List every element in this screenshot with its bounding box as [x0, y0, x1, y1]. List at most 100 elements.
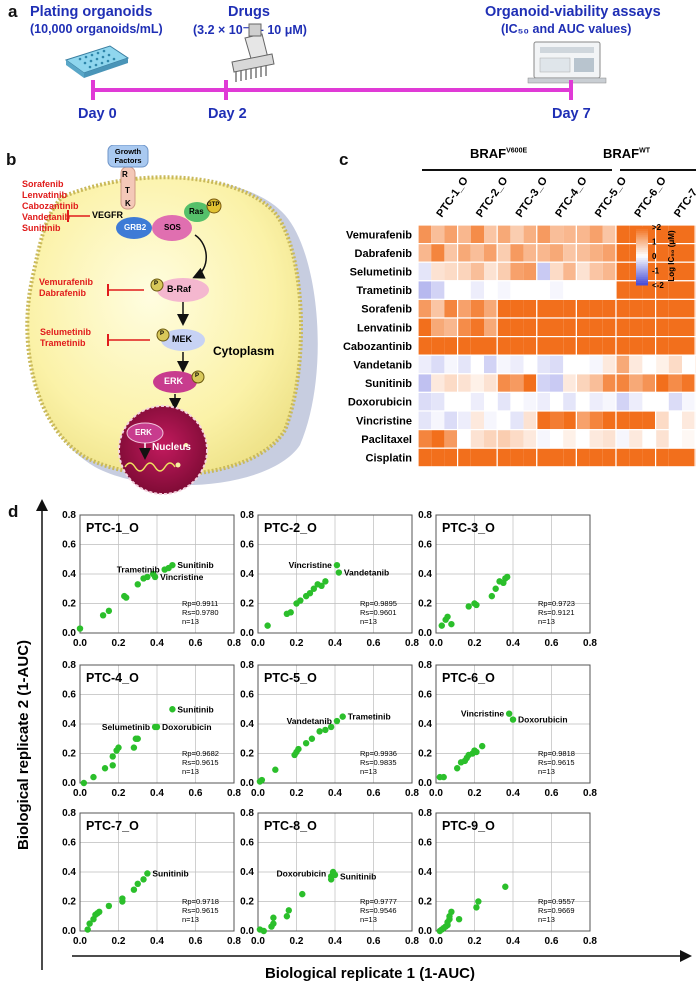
scatter-point	[444, 614, 450, 620]
y-tick-label: 0.4	[418, 569, 432, 580]
heatmap-cell	[524, 337, 537, 356]
scatter-point	[336, 569, 342, 575]
heatmap-cell	[682, 374, 695, 393]
heatmap-column-label: PTC-1_O	[434, 174, 471, 219]
heatmap-cell	[603, 448, 616, 467]
heatmap-cell	[471, 337, 484, 356]
heatmap-cell	[682, 225, 695, 244]
heatmap-cell	[629, 299, 642, 318]
legend-tick: 1	[652, 238, 657, 247]
heatmap-cell	[550, 337, 563, 356]
heatmap-cell	[656, 337, 669, 356]
heatmap-cell	[510, 374, 523, 393]
scatter-point	[303, 740, 309, 746]
scatter-point	[85, 926, 91, 932]
scatter-point	[454, 765, 460, 771]
heatmap-chart: PTC-1_O PTC-2_O PTC-3_O PTC-4_O PTC-5_O PTC-6…	[300, 150, 696, 495]
vegfr-drug-list: Sorafenib Lenvatinib Cabozantinib Vandetani…	[22, 179, 79, 234]
y-tick-label: 0.4	[418, 867, 432, 878]
heatmap-cell	[656, 318, 669, 337]
y-tick-label: 0.2	[418, 897, 432, 908]
heatmap-cell	[458, 337, 471, 356]
heatmap-cell	[537, 244, 550, 263]
heatmap-cell	[642, 448, 655, 467]
scatter-point	[322, 727, 328, 733]
heatmap-cell	[431, 355, 444, 374]
heatmap-cell	[458, 355, 471, 374]
heatmap-column-label: PTC-5_O	[593, 174, 630, 219]
plot-stat: Rs=0.9546	[360, 906, 397, 915]
plot-title: PTC-9_O	[442, 819, 495, 833]
heatmap-cell	[629, 411, 642, 430]
x-tick-label: 0.0	[429, 936, 443, 947]
heatmap-cell	[656, 411, 669, 430]
heatmap-column-label: PTC-7_O	[672, 174, 696, 219]
heatmap-cell	[497, 225, 510, 244]
y-tick-label: 0.4	[62, 719, 76, 730]
heatmap-cell	[484, 262, 497, 281]
scatter-plot: 0.00.00.20.20.40.40.60.60.80.8PTC-4_ORp=…	[62, 660, 241, 799]
plot-stat: Rp=0.9718	[182, 897, 219, 906]
heatmap-cell	[682, 355, 695, 374]
scatter-plot: 0.00.0 0.2 0.2 0.4 0.4 0.6 0.6 0.8 0.8 PTC-5_O Rp=…	[240, 660, 419, 799]
scatter-point	[448, 909, 454, 915]
heatmap-cell	[590, 281, 603, 300]
heatmap-cell	[682, 244, 695, 263]
braf-label: B-Raf	[167, 284, 191, 294]
heatmap-cell	[524, 299, 537, 318]
legend-tick: -1	[652, 267, 660, 276]
heatmap-cell	[444, 337, 457, 356]
heatmap-cell	[669, 299, 682, 318]
x-tick-label: 0.6	[545, 936, 559, 947]
p-erk-label: P	[195, 373, 199, 379]
heatmap-cell	[603, 411, 616, 430]
heatmap-cell	[418, 225, 431, 244]
y-axis-arrowhead	[36, 499, 48, 511]
plot-title: PTC-5_O	[264, 671, 317, 685]
nuclear-erk-label: ERK	[135, 428, 152, 437]
heatmap-cell	[563, 337, 576, 356]
point-label: Vandetanib	[287, 716, 332, 726]
heatmap-cell	[656, 430, 669, 449]
x-tick-label: 0.8	[227, 936, 241, 947]
y-tick-label: 0.2	[418, 599, 432, 610]
heatmap-cell	[669, 374, 682, 393]
heatmap-cell	[682, 392, 695, 411]
heatmap-cell	[418, 244, 431, 263]
scatter-point	[316, 728, 322, 734]
heatmap-cell	[642, 337, 655, 356]
heatmap-cell	[642, 374, 655, 393]
heatmap-cell	[603, 225, 616, 244]
scatter-point	[131, 744, 137, 750]
heatmap-cell	[603, 392, 616, 411]
heatmap-cell	[510, 281, 523, 300]
heatmap-cell	[629, 318, 642, 337]
heatmap-cell	[669, 448, 682, 467]
heatmap-cell	[444, 244, 457, 263]
plot-title: PTC-3_O	[442, 521, 495, 535]
heatmap-cell	[656, 299, 669, 318]
heatmap-cell	[603, 337, 616, 356]
point-label: Vincristine	[289, 560, 333, 570]
heatmap-cell	[471, 299, 484, 318]
x-tick-label: 0.8	[227, 788, 241, 799]
scatter-point	[510, 716, 516, 722]
plot-stat: Rs=0.9780	[182, 608, 219, 617]
scatter-point	[473, 749, 479, 755]
scatter-point	[492, 586, 498, 592]
point-label: Trametinib	[117, 565, 160, 575]
x-tick-label: 0.0	[251, 936, 265, 947]
heatmap-cell	[510, 355, 523, 374]
scatter-point	[489, 593, 495, 599]
scatter-point	[77, 625, 83, 631]
y-tick-label: 0.6	[240, 690, 254, 701]
scatter-point	[110, 753, 116, 759]
heatmap-cell	[444, 411, 457, 430]
heatmap-cell	[590, 244, 603, 263]
heatmap-cell	[497, 299, 510, 318]
heatmap-cell	[550, 355, 563, 374]
scatter-point	[272, 767, 278, 773]
heatmap-cell	[550, 262, 563, 281]
heatmap-cell	[484, 318, 497, 337]
heatmap-cell	[497, 448, 510, 467]
